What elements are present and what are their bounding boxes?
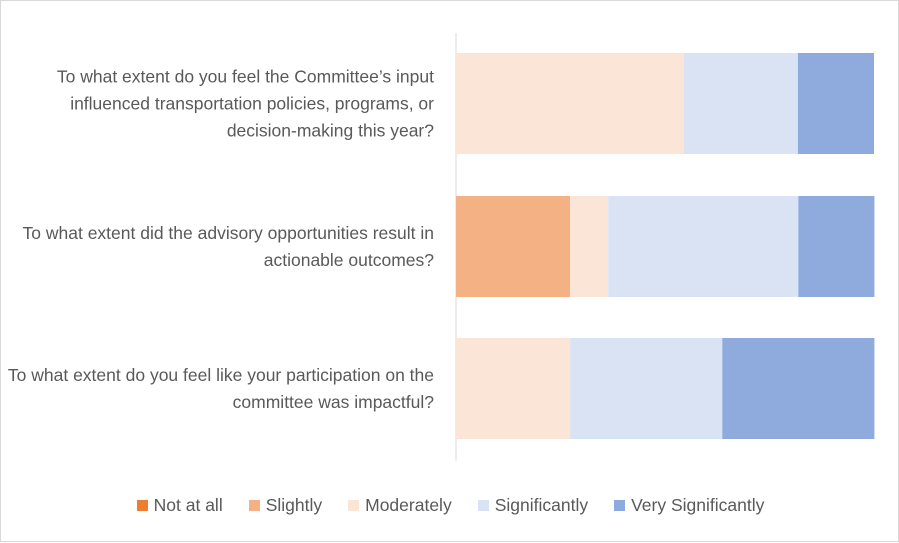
legend-swatch <box>348 500 360 511</box>
legend-label: Significantly <box>494 495 589 515</box>
legend-swatch <box>614 500 626 511</box>
bar-segment <box>456 338 571 439</box>
bar-segment <box>722 338 875 439</box>
bar-segment <box>456 196 571 297</box>
bar-segment <box>456 53 684 154</box>
legend-swatch <box>248 500 260 511</box>
bar-segment <box>570 196 609 297</box>
legend: Not at all Slightly Moderately Significantl… <box>1 495 899 516</box>
legend-item: Not at all <box>136 495 223 516</box>
legend-item: Very Significantly <box>614 495 764 516</box>
legend-label: Not at all <box>153 495 223 515</box>
bar-segment <box>608 196 799 297</box>
category-label: To what extent did the advisory opportun… <box>22 222 434 270</box>
legend-label: Moderately <box>365 495 452 515</box>
category-label: To what extent do you feel like your par… <box>7 364 434 412</box>
bar-segment <box>797 53 874 154</box>
legend-swatch <box>136 500 148 511</box>
legend-label: Very Significantly <box>631 495 765 515</box>
legend-item: Moderately <box>348 495 452 516</box>
legend-swatch <box>477 500 489 511</box>
bar-segment <box>570 338 723 439</box>
category-label: To what extent do you feel the Committee… <box>56 66 434 140</box>
legend-label: Slightly <box>265 495 323 515</box>
legend-item: Slightly <box>248 495 323 516</box>
bar-segment <box>798 196 875 297</box>
bar-segment <box>683 53 798 154</box>
legend-item: Significantly <box>477 495 589 516</box>
